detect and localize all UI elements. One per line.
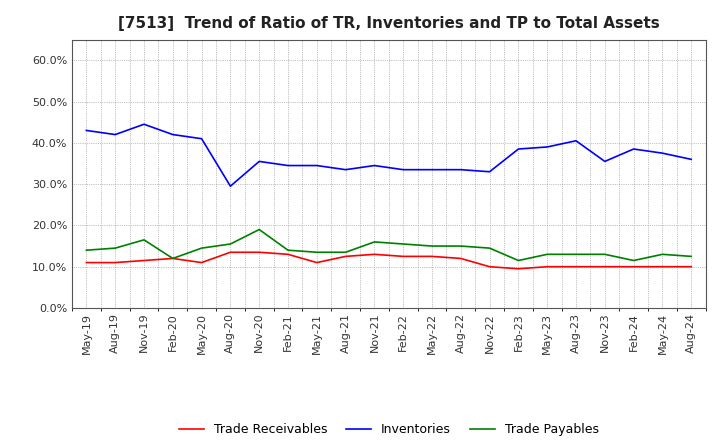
Inventories (284, 163, 292, 168)
Trade Payables (312, 249, 321, 255)
Trade Payables (255, 227, 264, 232)
Trade Receivables (370, 252, 379, 257)
Trade Payables (197, 246, 206, 251)
Trade Payables (456, 243, 465, 249)
Inventories (543, 144, 552, 150)
Inventories (572, 138, 580, 143)
Inventories (399, 167, 408, 172)
Trade Payables (485, 246, 494, 251)
Trade Receivables (543, 264, 552, 269)
Line: Trade Receivables: Trade Receivables (86, 252, 691, 269)
Trade Receivables (111, 260, 120, 265)
Inventories (312, 163, 321, 168)
Trade Payables (140, 237, 148, 242)
Trade Receivables (255, 249, 264, 255)
Inventories (370, 163, 379, 168)
Inventories (428, 167, 436, 172)
Trade Receivables (485, 264, 494, 269)
Trade Receivables (572, 264, 580, 269)
Trade Payables (399, 242, 408, 247)
Legend: Trade Receivables, Inventories, Trade Payables: Trade Receivables, Inventories, Trade Pa… (174, 418, 604, 440)
Inventories (255, 159, 264, 164)
Line: Trade Payables: Trade Payables (86, 230, 691, 260)
Trade Receivables (140, 258, 148, 263)
Inventories (658, 150, 667, 156)
Trade Payables (543, 252, 552, 257)
Trade Payables (226, 242, 235, 247)
Trade Payables (284, 248, 292, 253)
Inventories (629, 147, 638, 152)
Line: Inventories: Inventories (86, 124, 691, 186)
Trade Receivables (312, 260, 321, 265)
Inventories (600, 159, 609, 164)
Inventories (687, 157, 696, 162)
Trade Payables (514, 258, 523, 263)
Trade Receivables (428, 254, 436, 259)
Trade Receivables (399, 254, 408, 259)
Trade Payables (370, 239, 379, 245)
Trade Payables (341, 249, 350, 255)
Trade Receivables (687, 264, 696, 269)
Trade Payables (687, 254, 696, 259)
Trade Receivables (82, 260, 91, 265)
Trade Receivables (456, 256, 465, 261)
Trade Receivables (629, 264, 638, 269)
Trade Payables (168, 256, 177, 261)
Inventories (485, 169, 494, 174)
Inventories (140, 121, 148, 127)
Trade Payables (658, 252, 667, 257)
Trade Receivables (226, 249, 235, 255)
Trade Payables (600, 252, 609, 257)
Trade Receivables (514, 266, 523, 271)
Inventories (341, 167, 350, 172)
Trade Payables (629, 258, 638, 263)
Inventories (514, 147, 523, 152)
Trade Receivables (284, 252, 292, 257)
Inventories (226, 183, 235, 189)
Trade Payables (82, 248, 91, 253)
Inventories (456, 167, 465, 172)
Trade Payables (428, 243, 436, 249)
Trade Payables (111, 246, 120, 251)
Trade Receivables (341, 254, 350, 259)
Inventories (111, 132, 120, 137)
Trade Receivables (658, 264, 667, 269)
Trade Payables (572, 252, 580, 257)
Trade Receivables (168, 256, 177, 261)
Inventories (168, 132, 177, 137)
Inventories (197, 136, 206, 141)
Trade Receivables (197, 260, 206, 265)
Trade Receivables (600, 264, 609, 269)
Title: [7513]  Trend of Ratio of TR, Inventories and TP to Total Assets: [7513] Trend of Ratio of TR, Inventories… (118, 16, 660, 32)
Inventories (82, 128, 91, 133)
